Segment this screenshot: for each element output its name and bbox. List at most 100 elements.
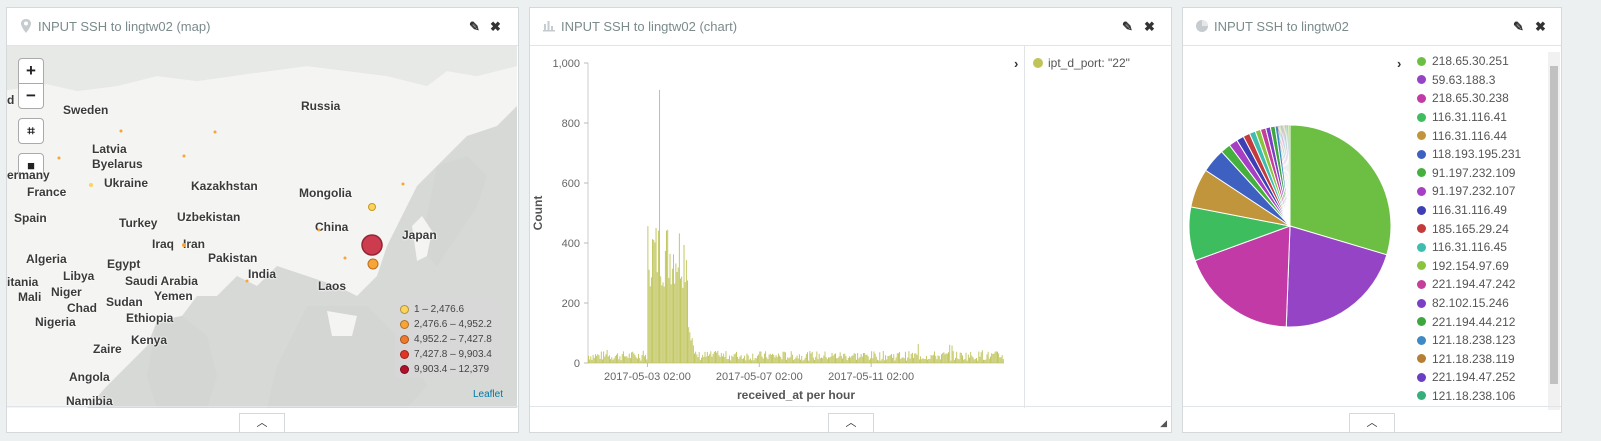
histogram-bar[interactable] — [896, 353, 898, 363]
histogram-bar[interactable] — [791, 354, 793, 363]
pie-legend-item[interactable]: 118.193.195.231 — [1409, 145, 1549, 164]
histogram-bar[interactable] — [676, 272, 678, 363]
histogram-bar[interactable] — [802, 360, 804, 363]
histogram-bar[interactable] — [798, 354, 800, 363]
histogram-bar[interactable] — [872, 358, 874, 363]
legend-scrollbar[interactable] — [1548, 52, 1560, 410]
histogram-bar[interactable] — [666, 230, 668, 363]
histogram-bar[interactable] — [767, 359, 769, 363]
histogram-bar[interactable] — [608, 355, 610, 363]
histogram-bar[interactable] — [866, 354, 868, 363]
histogram-bar[interactable] — [604, 356, 606, 363]
histogram-bar[interactable] — [910, 353, 912, 363]
histogram-bar[interactable] — [983, 359, 984, 363]
histogram-bar[interactable] — [735, 351, 737, 363]
scrollbar-thumb[interactable] — [1550, 66, 1558, 384]
histogram-bar[interactable] — [635, 357, 637, 363]
histogram-bar[interactable] — [967, 354, 969, 363]
histogram-bar[interactable] — [611, 357, 613, 363]
histogram-bar[interactable] — [719, 356, 721, 363]
histogram-bar[interactable] — [925, 355, 927, 363]
histogram-bar[interactable] — [938, 355, 940, 363]
histogram-bar[interactable] — [823, 355, 825, 363]
histogram-bar[interactable] — [888, 355, 890, 363]
histogram-bar[interactable] — [889, 355, 891, 363]
histogram-bar[interactable] — [893, 354, 895, 363]
histogram-bar[interactable] — [913, 357, 915, 363]
histogram-bar[interactable] — [992, 353, 994, 363]
pie-chart[interactable] — [1183, 46, 1403, 408]
histogram-bar[interactable] — [824, 351, 826, 363]
histogram-bar[interactable] — [878, 360, 880, 363]
close-icon[interactable]: ✖ — [1535, 19, 1546, 34]
histogram-bar[interactable] — [717, 350, 719, 363]
histogram-bar[interactable] — [1000, 357, 1002, 363]
histogram-bar[interactable] — [640, 360, 642, 363]
histogram-bar[interactable] — [765, 351, 767, 363]
histogram-bar[interactable] — [732, 356, 734, 363]
histogram-bar[interactable] — [698, 352, 700, 363]
histogram-bar[interactable] — [613, 358, 615, 363]
pie-legend-item[interactable]: 116.31.116.49 — [1409, 201, 1549, 220]
histogram-bar[interactable] — [588, 355, 589, 363]
histogram-bar[interactable] — [645, 354, 647, 363]
histogram-bar[interactable] — [675, 263, 677, 363]
histogram-bar[interactable] — [822, 358, 824, 363]
histogram-bar[interactable] — [902, 357, 904, 363]
histogram-bar[interactable] — [741, 359, 743, 363]
histogram-bar[interactable] — [726, 359, 728, 363]
histogram-bar[interactable] — [773, 354, 775, 363]
histogram-bar[interactable] — [711, 356, 713, 363]
histogram-bar[interactable] — [627, 358, 629, 363]
histogram-bar[interactable] — [593, 357, 595, 363]
histogram-bar[interactable] — [860, 353, 862, 363]
histogram-bar[interactable] — [911, 352, 913, 363]
resize-handle-icon[interactable]: ◢ — [1160, 418, 1167, 428]
histogram-bar[interactable] — [620, 360, 622, 363]
histogram-bar[interactable] — [789, 357, 791, 363]
histogram-bar[interactable] — [643, 356, 645, 363]
histogram-bar[interactable] — [673, 254, 674, 363]
histogram-bar[interactable] — [689, 332, 691, 363]
legend-toggle-chevron-icon[interactable]: › — [1397, 56, 1402, 71]
histogram-bar[interactable] — [894, 360, 896, 363]
histogram-bar[interactable] — [882, 351, 884, 363]
histogram-bar[interactable] — [944, 354, 946, 363]
histogram-bar[interactable] — [981, 350, 983, 363]
histogram-bar[interactable] — [739, 356, 741, 363]
histogram-bar[interactable] — [701, 357, 702, 363]
crop-tool-button[interactable]: ⌗ — [18, 118, 44, 144]
legend-item[interactable]: ipt_d_port: "22" — [1033, 56, 1130, 70]
histogram-bar[interactable] — [960, 352, 962, 363]
histogram-bar[interactable] — [949, 344, 951, 363]
histogram-bar[interactable] — [807, 352, 809, 363]
histogram-bar[interactable] — [709, 354, 711, 363]
histogram-bar[interactable] — [955, 357, 956, 363]
histogram-bar[interactable] — [639, 358, 641, 363]
histogram-bar[interactable] — [671, 268, 673, 363]
histogram-bar[interactable] — [909, 358, 911, 363]
histogram-bar[interactable] — [917, 344, 919, 363]
histogram-bar[interactable] — [774, 357, 776, 363]
histogram-bar[interactable] — [943, 352, 945, 363]
histogram-bar[interactable] — [941, 354, 943, 363]
histogram-bar[interactable] — [605, 354, 607, 363]
histogram-bar[interactable] — [835, 353, 836, 363]
histogram-bar[interactable] — [777, 353, 779, 363]
histogram-bar[interactable] — [838, 356, 840, 363]
histogram-bar[interactable] — [626, 356, 628, 363]
histogram-bar[interactable] — [908, 351, 910, 363]
histogram-bar[interactable] — [783, 351, 785, 363]
histogram-bar[interactable] — [830, 356, 832, 363]
histogram-bar[interactable] — [1001, 355, 1003, 363]
histogram-bar[interactable] — [758, 354, 760, 363]
histogram-bar[interactable] — [887, 356, 889, 363]
histogram-bar[interactable] — [988, 358, 990, 363]
histogram-bar[interactable] — [874, 353, 876, 363]
histogram-bar[interactable] — [842, 358, 843, 363]
histogram-bar[interactable] — [692, 345, 694, 363]
histogram-bar[interactable] — [601, 359, 603, 363]
histogram-bar[interactable] — [699, 359, 701, 363]
histogram-bar[interactable] — [606, 349, 608, 363]
histogram-bar[interactable] — [781, 359, 783, 363]
